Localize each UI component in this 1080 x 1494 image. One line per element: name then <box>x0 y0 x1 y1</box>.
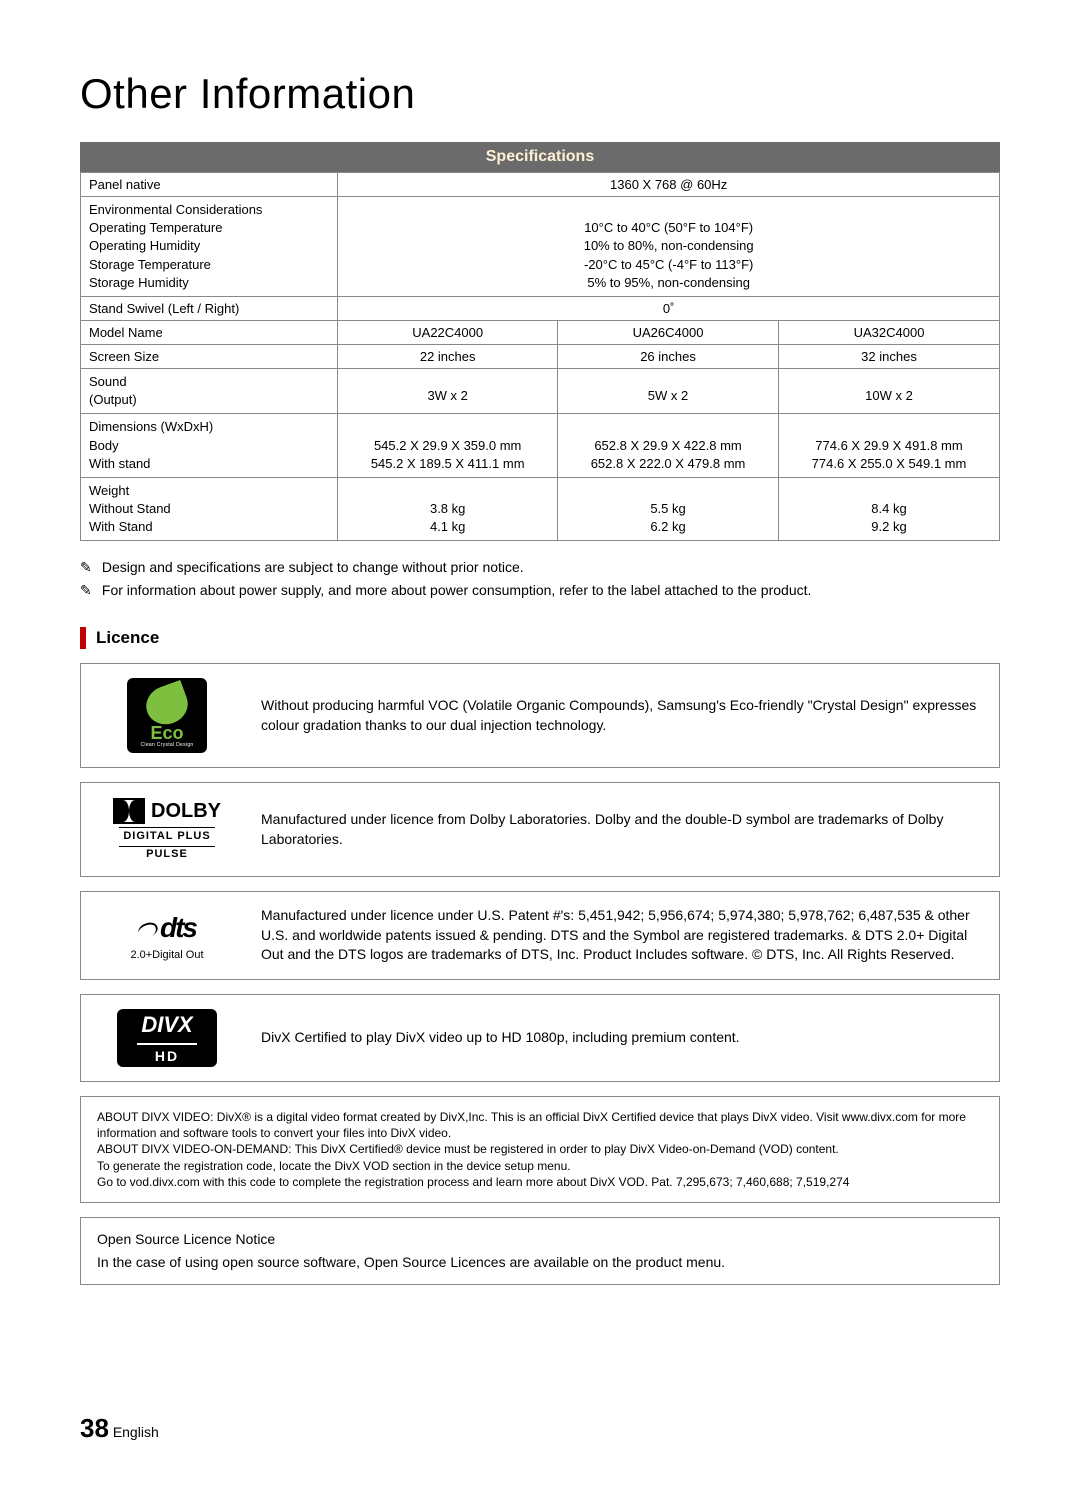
row-value: 3.8 kg 4.1 kg <box>338 477 558 541</box>
row-value: 545.2 X 29.9 X 359.0 mm 545.2 X 189.5 X … <box>338 414 558 478</box>
row-value: 774.6 X 29.9 X 491.8 mm 774.6 X 255.0 X … <box>779 414 1000 478</box>
leaf-icon <box>141 680 193 730</box>
page-title: Other Information <box>80 70 1000 118</box>
row-value: 22 inches <box>338 344 558 368</box>
row-label: Sound (Output) <box>81 368 338 413</box>
table-row: Weight Without Stand With Stand 3.8 kg 4… <box>81 477 1000 541</box>
row-value: 0˚ <box>338 296 1000 320</box>
divx-about: ABOUT DIVX VIDEO: DivX® is a digital vid… <box>80 1096 1000 1203</box>
row-label: Dimensions (WxDxH) Body With stand <box>81 414 338 478</box>
note-item: ✎ For information about power supply, an… <box>80 582 1000 599</box>
licence-heading: Licence <box>80 627 1000 649</box>
row-label: Panel native <box>81 173 338 197</box>
row-value: UA32C4000 <box>779 320 1000 344</box>
row-label: Weight Without Stand With Stand <box>81 477 338 541</box>
row-value: UA26C4000 <box>558 320 779 344</box>
table-row: Panel native 1360 X 768 @ 60Hz <box>81 173 1000 197</box>
table-row: Model Name UA22C4000 UA26C4000 UA32C4000 <box>81 320 1000 344</box>
divx-logo: DIVX HD <box>97 1009 237 1067</box>
specifications-header: Specifications <box>80 142 1000 172</box>
licence-text: Without producing harmful VOC (Volatile … <box>261 696 983 735</box>
licence-text: Manufactured under licence under U.S. Pa… <box>261 906 983 965</box>
row-value: 5.5 kg 6.2 kg <box>558 477 779 541</box>
table-row: Screen Size 22 inches 26 inches 32 inche… <box>81 344 1000 368</box>
table-row: Dimensions (WxDxH) Body With stand 545.2… <box>81 414 1000 478</box>
row-value: 10W x 2 <box>779 368 1000 413</box>
row-value: 32 inches <box>779 344 1000 368</box>
row-label: Environmental Considerations Operating T… <box>81 197 338 297</box>
licence-text: DivX Certified to play DivX video up to … <box>261 1028 983 1048</box>
dolby-logo: DOLBY DIGITAL PLUS PULSE <box>97 797 237 862</box>
row-value: UA22C4000 <box>338 320 558 344</box>
row-label: Stand Swivel (Left / Right) <box>81 296 338 320</box>
row-label: Model Name <box>81 320 338 344</box>
dolby-dd-icon <box>113 798 145 824</box>
specifications-table: Panel native 1360 X 768 @ 60Hz Environme… <box>80 172 1000 541</box>
row-value: 10°C to 40°C (50°F to 104°F) 10% to 80%,… <box>338 197 1000 297</box>
note-item: ✎ Design and specifications are subject … <box>80 559 1000 576</box>
dts-logo: dts 2.0+Digital Out <box>97 908 237 963</box>
notes-block: ✎ Design and specifications are subject … <box>80 559 1000 599</box>
note-icon: ✎ <box>80 559 98 576</box>
table-row: Environmental Considerations Operating T… <box>81 197 1000 297</box>
row-value: 3W x 2 <box>338 368 558 413</box>
table-row: Stand Swivel (Left / Right) 0˚ <box>81 296 1000 320</box>
table-row: Sound (Output) 3W x 2 5W x 2 10W x 2 <box>81 368 1000 413</box>
eco-logo: Eco Clean Crystal Design <box>97 678 237 753</box>
row-value: 652.8 X 29.9 X 422.8 mm 652.8 X 222.0 X … <box>558 414 779 478</box>
licence-dolby: DOLBY DIGITAL PLUS PULSE Manufactured un… <box>80 782 1000 877</box>
row-value: 5W x 2 <box>558 368 779 413</box>
row-value: 1360 X 768 @ 60Hz <box>338 173 1000 197</box>
row-value: 26 inches <box>558 344 779 368</box>
licence-text: Manufactured under licence from Dolby La… <box>261 810 983 849</box>
row-value: 8.4 kg 9.2 kg <box>779 477 1000 541</box>
dts-swirl-icon <box>136 920 160 940</box>
row-label: Screen Size <box>81 344 338 368</box>
licence-divx: DIVX HD DivX Certified to play DivX vide… <box>80 994 1000 1082</box>
licence-eco: Eco Clean Crystal Design Without produci… <box>80 663 1000 768</box>
licence-dts: dts 2.0+Digital Out Manufactured under l… <box>80 891 1000 980</box>
note-icon: ✎ <box>80 582 98 599</box>
open-source-notice: Open Source Licence Notice In the case o… <box>80 1217 1000 1285</box>
page-footer: 38 English <box>80 1413 159 1444</box>
